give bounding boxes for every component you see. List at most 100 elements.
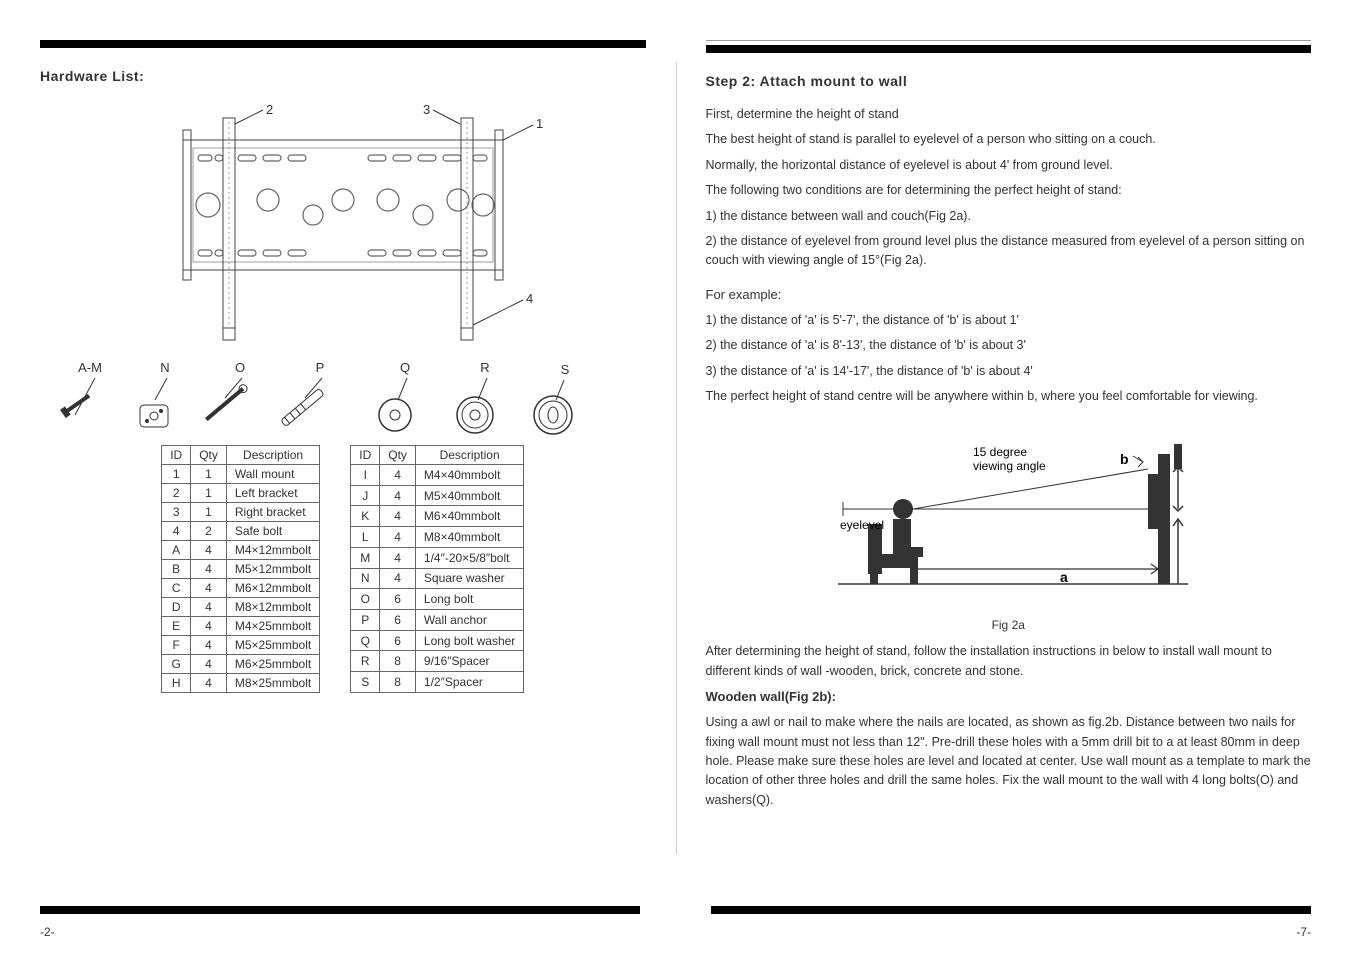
callout-1: 1 [536, 116, 543, 131]
mount-diagram: 2 3 1 4 [123, 100, 563, 360]
table-row: Q6Long bolt washer [351, 630, 524, 651]
label-am: A-M [78, 360, 102, 375]
t2-h-qty: Qty [380, 446, 416, 465]
table-cell: F [162, 636, 191, 655]
table-cell: M4×12mmbolt [226, 541, 319, 560]
hardware-table-1: ID Qty Description 11Wall mount21Left br… [161, 445, 320, 693]
table-cell: Square washer [415, 568, 523, 589]
right-column: Step 2: Attach mount to wall First, dete… [706, 40, 1312, 816]
table-cell: 4 [380, 527, 416, 548]
table-cell: M8×12mmbolt [226, 598, 319, 617]
table-cell: M6×12mmbolt [226, 579, 319, 598]
ex-4: The perfect height of stand centre will … [706, 387, 1312, 406]
table-cell: 1 [162, 465, 191, 484]
table-cell: I [351, 465, 380, 486]
p-norm: Normally, the horizontal distance of eye… [706, 156, 1312, 175]
table-cell: 3 [162, 503, 191, 522]
table-cell: D [162, 598, 191, 617]
table-cell: K [351, 506, 380, 527]
table-cell: P [351, 610, 380, 631]
table-row: R89/16″Spacer [351, 651, 524, 672]
table-row: C4M6×12mmbolt [162, 579, 320, 598]
table-row: G4M6×25mmbolt [162, 655, 320, 674]
parts-row-svg: A-M N O [40, 360, 600, 440]
table-row: S81/2″Spacer [351, 672, 524, 693]
table-row: M41/4″-20×5/8″bolt [351, 547, 524, 568]
table-cell: G [162, 655, 191, 674]
li-2: 2) the distance of eyelevel from ground … [706, 232, 1312, 271]
p-best: The best height of stand is parallel to … [706, 130, 1312, 149]
table-cell: 1 [191, 503, 227, 522]
table-cell: 1 [191, 465, 227, 484]
callout-2: 2 [266, 102, 273, 117]
table-cell: Safe bolt [226, 522, 319, 541]
p-first: First, determine the height of stand [706, 105, 1312, 124]
table-cell: 4 [380, 568, 416, 589]
angle-label-1: 15 degree [973, 445, 1027, 459]
table-row: B4M5×12mmbolt [162, 560, 320, 579]
table-cell: Q [351, 630, 380, 651]
table-cell: Right bracket [226, 503, 319, 522]
b-label: b [1120, 451, 1129, 467]
table-cell: 1 [191, 484, 227, 503]
table-cell: 4 [191, 560, 227, 579]
table-cell: Wall anchor [415, 610, 523, 631]
table-cell: 4 [191, 674, 227, 693]
table-cell: 4 [191, 655, 227, 674]
table-row: L4M8×40mmbolt [351, 527, 524, 548]
table-cell: M5×12mmbolt [226, 560, 319, 579]
table-row: 42Safe bolt [162, 522, 320, 541]
table-cell: E [162, 617, 191, 636]
ex-3: 3) the distance of 'a' is 14'-17', the d… [706, 362, 1312, 381]
hardware-list-title: Hardware List: [40, 68, 646, 84]
angle-label-2: viewing angle [973, 459, 1046, 473]
table-cell: 6 [380, 589, 416, 610]
hardware-table-2: ID Qty Description I4M4×40mmboltJ4M5×40m… [350, 445, 524, 693]
table-cell: 4 [191, 617, 227, 636]
table-cell: 1/4″-20×5/8″bolt [415, 547, 523, 568]
table-row: 11Wall mount [162, 465, 320, 484]
callout-4: 4 [526, 291, 533, 306]
table-cell: 4 [162, 522, 191, 541]
table-row: O6Long bolt [351, 589, 524, 610]
top-thin-rule [706, 40, 1312, 41]
table-cell: M6×25mmbolt [226, 655, 319, 674]
table-cell: S [351, 672, 380, 693]
ex-2: 2) the distance of 'a' is 8'-13', the di… [706, 336, 1312, 355]
ex-1: 1) the distance of 'a' is 5'-7', the dis… [706, 311, 1312, 330]
table-cell: O [351, 589, 380, 610]
table-cell: 8 [380, 651, 416, 672]
column-divider [676, 62, 677, 854]
eyelevel-label: eyelevel [840, 518, 884, 532]
table-cell: 4 [380, 506, 416, 527]
t2-h-id: ID [351, 446, 380, 465]
table-cell: 4 [191, 541, 227, 560]
table-cell: 6 [380, 630, 416, 651]
table-cell: H [162, 674, 191, 693]
fig-2a: eyelevel 15 degree viewing angle b a [798, 414, 1218, 614]
wooden-heading: Wooden wall(Fig 2b): [706, 687, 1312, 707]
table-cell: 9/16″Spacer [415, 651, 523, 672]
li-1: 1) the distance between wall and couch(F… [706, 207, 1312, 226]
table-cell: 6 [380, 610, 416, 631]
table-row: D4M8×12mmbolt [162, 598, 320, 617]
t2-h-desc: Description [415, 446, 523, 465]
table-row: P6Wall anchor [351, 610, 524, 631]
t1-h-desc: Description [226, 446, 319, 465]
table-row: F4M5×25mmbolt [162, 636, 320, 655]
after-text: After determining the height of stand, f… [706, 642, 1312, 681]
bottom-rule-right [711, 906, 1311, 914]
top-rule-left [40, 40, 646, 48]
table-cell: L [351, 527, 380, 548]
label-q: Q [400, 360, 410, 375]
table-cell: M6×40mmbolt [415, 506, 523, 527]
table-row: A4M4×12mmbolt [162, 541, 320, 560]
table-cell: M5×25mmbolt [226, 636, 319, 655]
callout-3: 3 [423, 102, 430, 117]
table-cell: 1/2″Spacer [415, 672, 523, 693]
table-row: 31Right bracket [162, 503, 320, 522]
label-s: S [561, 362, 570, 377]
table-cell: 4 [191, 579, 227, 598]
table-cell: 4 [191, 598, 227, 617]
table-cell: M [351, 547, 380, 568]
